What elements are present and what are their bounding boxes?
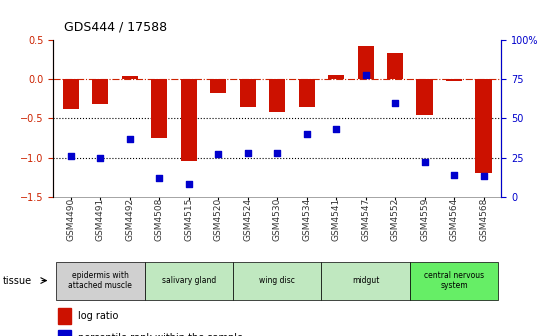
Bar: [63, 79, 79, 109]
Text: GSM4515: GSM4515: [184, 198, 193, 241]
Bar: [298, 79, 315, 107]
Text: central nervous
system: central nervous system: [424, 271, 484, 290]
Point: [361, 72, 370, 77]
Text: GSM4491: GSM4491: [96, 198, 105, 241]
Point: [479, 174, 488, 179]
FancyBboxPatch shape: [233, 262, 321, 299]
Point: [273, 150, 282, 156]
Bar: [269, 79, 285, 112]
Point: [184, 181, 193, 187]
Text: GSM4547: GSM4547: [361, 198, 370, 241]
Text: midgut: midgut: [352, 276, 379, 285]
Text: GSM4492: GSM4492: [125, 198, 134, 241]
Point: [391, 100, 400, 106]
Text: wing disc: wing disc: [259, 276, 295, 285]
Bar: [151, 79, 167, 138]
Point: [420, 160, 429, 165]
Text: tissue: tissue: [3, 276, 32, 286]
Bar: [328, 75, 344, 79]
Point: [96, 155, 105, 160]
Bar: [122, 76, 138, 79]
Bar: [92, 79, 109, 104]
Bar: [357, 46, 374, 79]
Bar: [58, 330, 71, 336]
FancyBboxPatch shape: [410, 262, 498, 299]
Bar: [387, 53, 403, 79]
Text: GSM4564: GSM4564: [450, 198, 459, 241]
Bar: [181, 79, 197, 161]
Point: [125, 136, 134, 141]
Point: [214, 152, 223, 157]
Bar: [417, 79, 433, 115]
Bar: [475, 79, 492, 173]
Point: [67, 153, 76, 159]
Bar: [446, 79, 462, 81]
Bar: [240, 79, 256, 107]
Text: GSM4490: GSM4490: [67, 198, 76, 241]
Text: GSM4520: GSM4520: [214, 198, 223, 241]
Text: GSM4568: GSM4568: [479, 198, 488, 241]
Text: log ratio: log ratio: [78, 311, 118, 321]
FancyBboxPatch shape: [321, 262, 410, 299]
Text: percentile rank within the sample: percentile rank within the sample: [78, 333, 243, 336]
Point: [332, 127, 340, 132]
Bar: [58, 308, 71, 324]
Point: [450, 172, 459, 177]
Text: GSM4552: GSM4552: [390, 198, 400, 241]
Text: GSM4534: GSM4534: [302, 198, 311, 241]
Text: GSM4530: GSM4530: [273, 198, 282, 241]
Text: GSM4541: GSM4541: [332, 198, 340, 241]
FancyBboxPatch shape: [56, 262, 144, 299]
Point: [155, 175, 164, 180]
Text: salivary gland: salivary gland: [162, 276, 216, 285]
Point: [302, 131, 311, 137]
FancyBboxPatch shape: [144, 262, 233, 299]
Text: GSM4524: GSM4524: [243, 198, 252, 241]
Point: [243, 150, 252, 156]
Text: epidermis with
attached muscle: epidermis with attached muscle: [68, 271, 132, 290]
Text: GSM4559: GSM4559: [420, 198, 429, 241]
Bar: [210, 79, 226, 93]
Text: GDS444 / 17588: GDS444 / 17588: [64, 20, 167, 34]
Text: GSM4508: GSM4508: [155, 198, 164, 241]
